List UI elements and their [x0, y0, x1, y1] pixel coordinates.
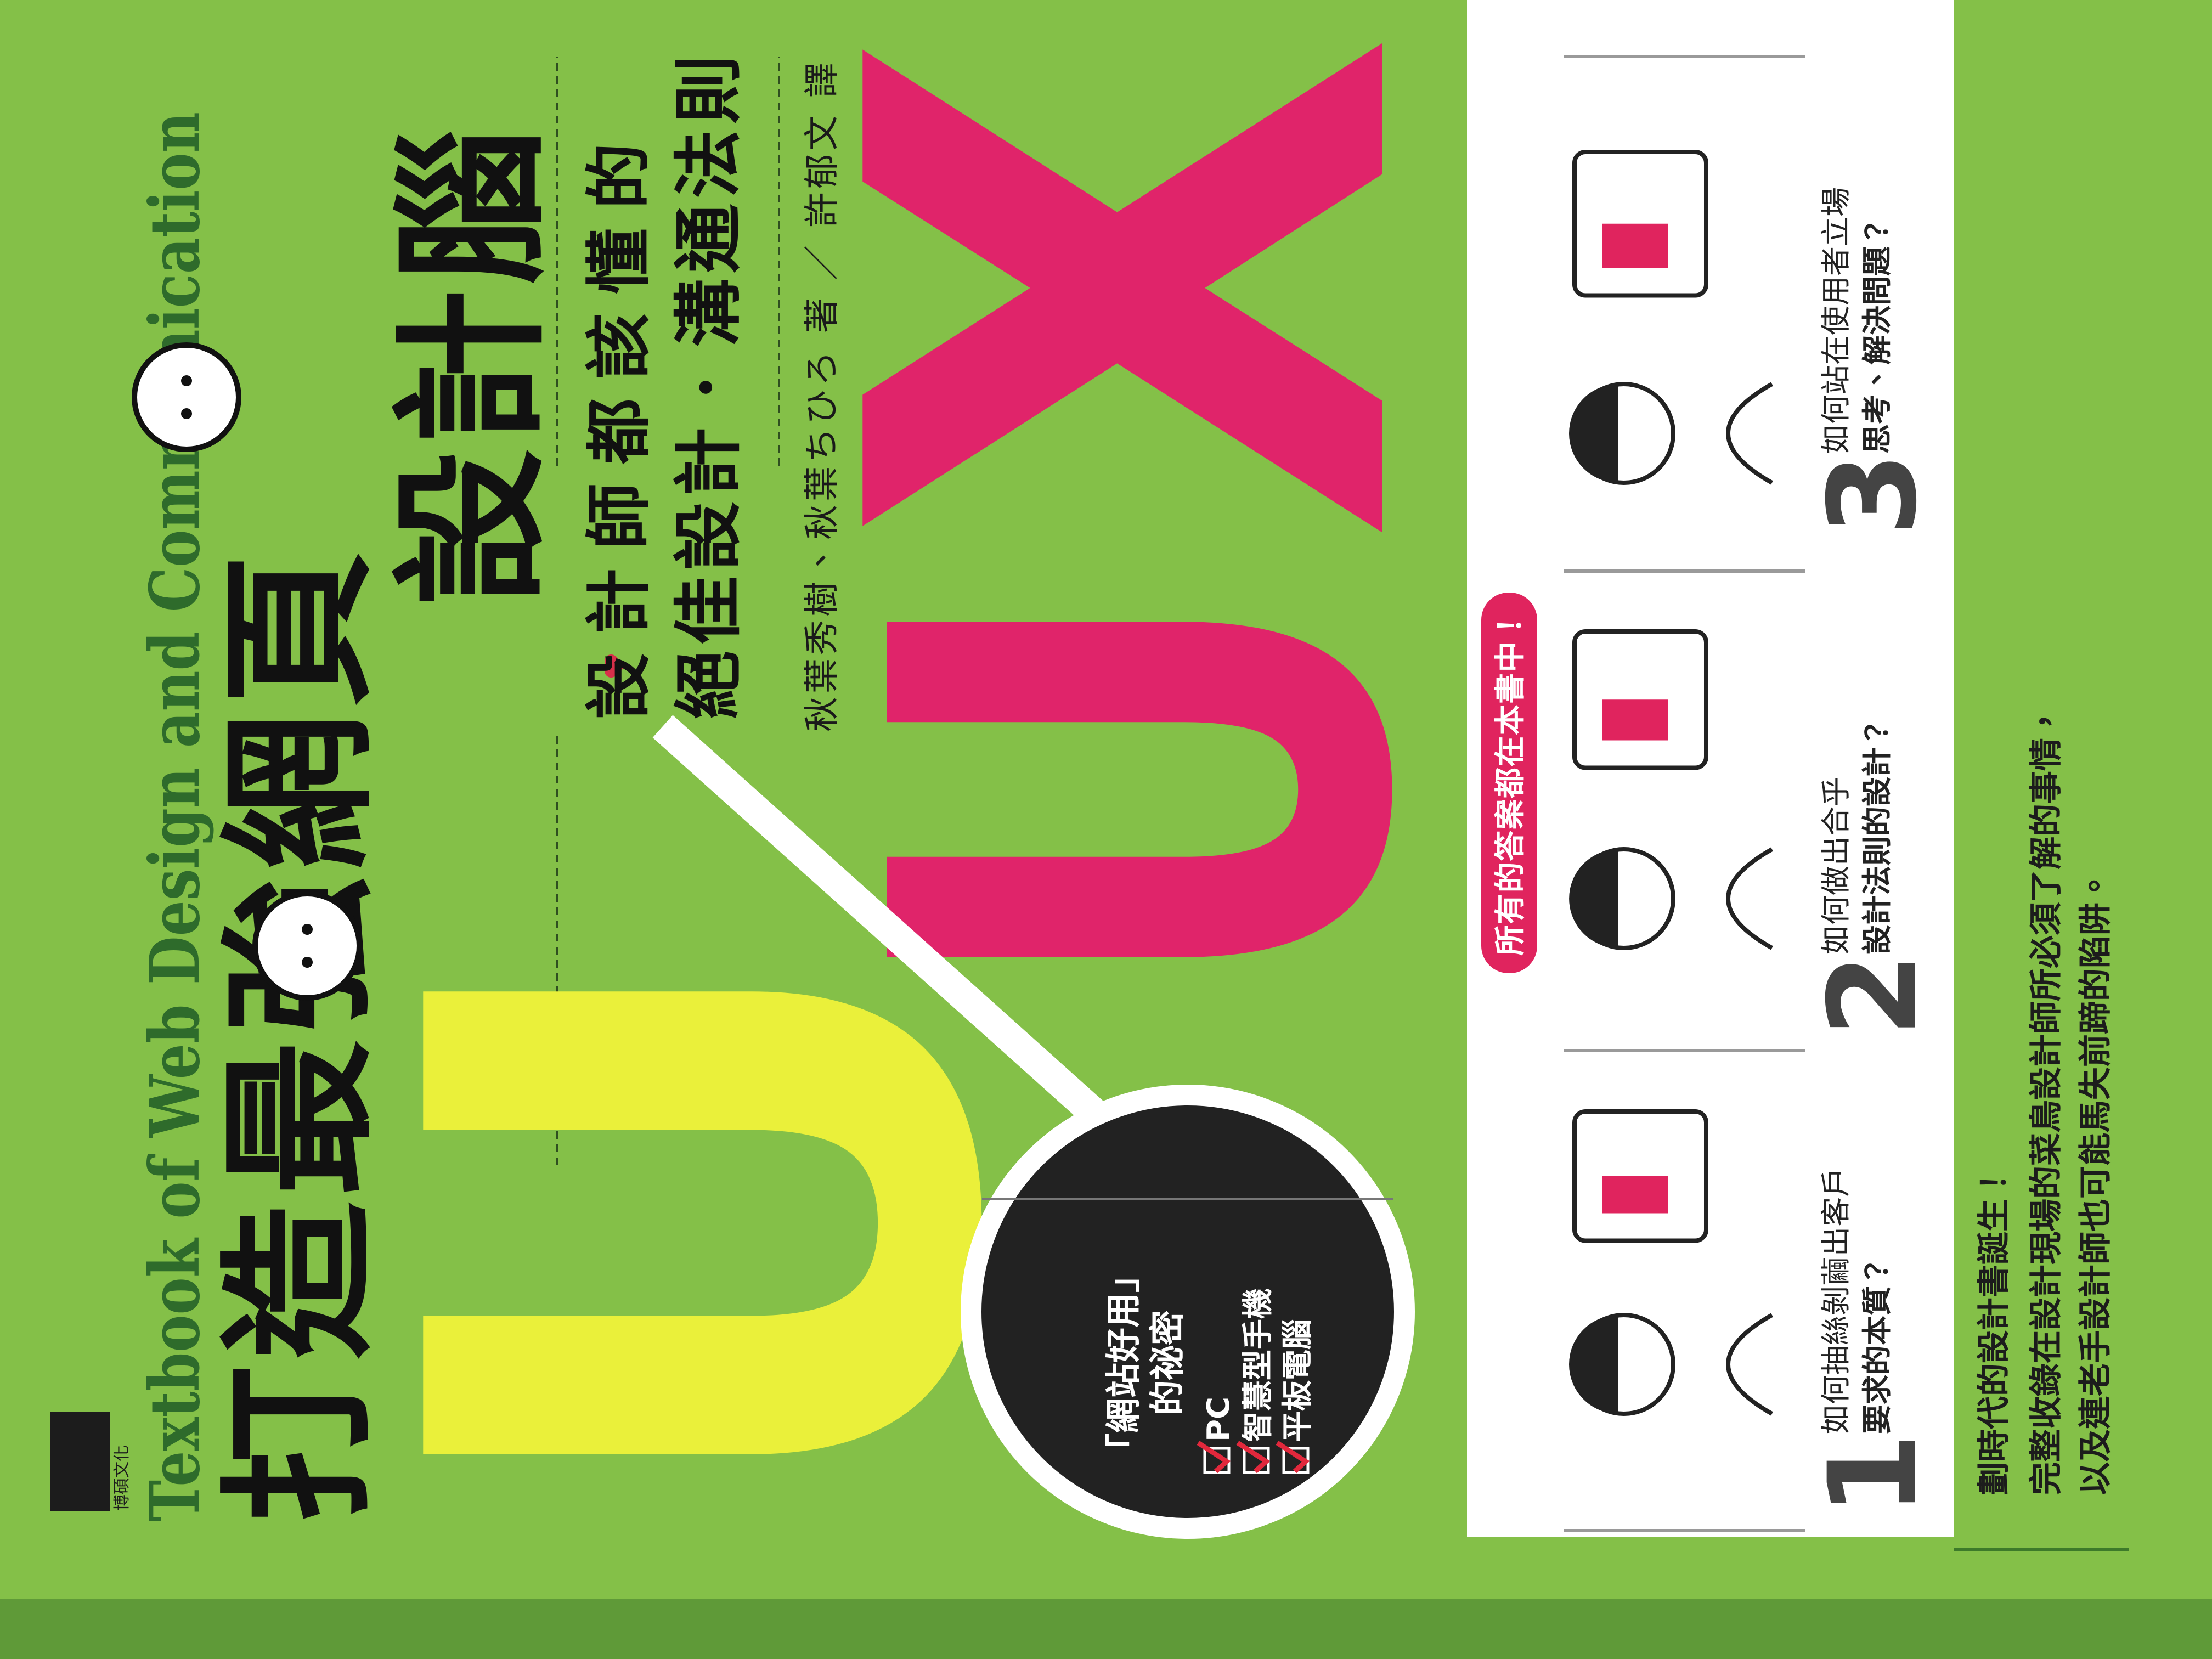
subtitle-line: 絕佳設計．溝通法則 — [669, 55, 749, 719]
illustration-body — [1726, 1313, 1773, 1416]
title-line: 設計腦 — [382, 128, 564, 606]
answer-tag-pill — [1481, 592, 1537, 973]
blurb-line: 劃時代的設計書誕生！ — [1975, 1166, 2013, 1495]
checklist-item: PC — [1201, 1397, 1237, 1442]
shelf-edge — [0, 1599, 2212, 1659]
question-line: 如何抽絲剝繭出客戶 — [1819, 1167, 1853, 1434]
heart — [604, 654, 625, 678]
answer-tag: 所有的答案都在本書中！ — [1493, 610, 1528, 956]
check-mark — [1276, 1441, 1310, 1474]
character-eye — [181, 408, 192, 419]
subtitle-line: 設計師都該懂的 — [582, 143, 658, 719]
illustration-hair — [1569, 1315, 1618, 1414]
illustration-hair — [1569, 849, 1618, 948]
badge-heading: 「網站好用」 — [1104, 1257, 1144, 1468]
illustration-detail — [1602, 699, 1668, 741]
question-number: 2 — [1803, 953, 1943, 1037]
big-letter: X — [720, 30, 1551, 545]
question-line: 思考、解決問題？ — [1860, 217, 1894, 454]
checklist-item: 平板電腦 — [1280, 1319, 1316, 1442]
question-line: 如何站在使用者立場 — [1819, 187, 1853, 454]
question-number: 3 — [1803, 452, 1943, 536]
character-eye — [302, 924, 313, 935]
check-mark — [1236, 1441, 1271, 1474]
question-line: 如何做出合乎 — [1819, 777, 1853, 955]
slash — [652, 715, 1108, 1127]
authors: 秋葉秀樹、秋葉ちひろ 著 ／ 許郁文 譯 — [802, 63, 843, 732]
illustration-detail — [1602, 1176, 1668, 1214]
character-eye — [181, 375, 192, 386]
character-head — [132, 342, 241, 452]
blurb-line: 完整收錄在設計現場的菜鳥設計師所必須了解的事情， — [2027, 705, 2066, 1495]
checklist-item: 智慧型手機 — [1240, 1288, 1276, 1442]
character-eye — [302, 957, 313, 968]
english-title: Textbook of Web Design and Communication — [135, 112, 215, 1522]
publisher-name: 博碩文化 — [112, 1445, 132, 1511]
character-head — [252, 891, 362, 1001]
illustration-hair — [1569, 384, 1618, 483]
question-line: 設計法則的設計？ — [1860, 718, 1894, 955]
illustration-body — [1726, 847, 1773, 950]
illustration-body — [1726, 382, 1773, 485]
question-number: 1 — [1803, 1432, 1943, 1516]
badge-subheading: 的祕密 — [1148, 1310, 1188, 1415]
illustration-detail — [1602, 223, 1668, 268]
check-mark — [1197, 1441, 1231, 1474]
badge-circle — [961, 1085, 1415, 1539]
publisher-logo — [50, 1412, 110, 1511]
blurb-line: 以及連老手設計師也可能馬失前蹄的陷阱。 — [2076, 870, 2115, 1495]
big-letter: U — [752, 573, 1543, 1006]
question-line: 要求的本質？ — [1860, 1256, 1894, 1434]
